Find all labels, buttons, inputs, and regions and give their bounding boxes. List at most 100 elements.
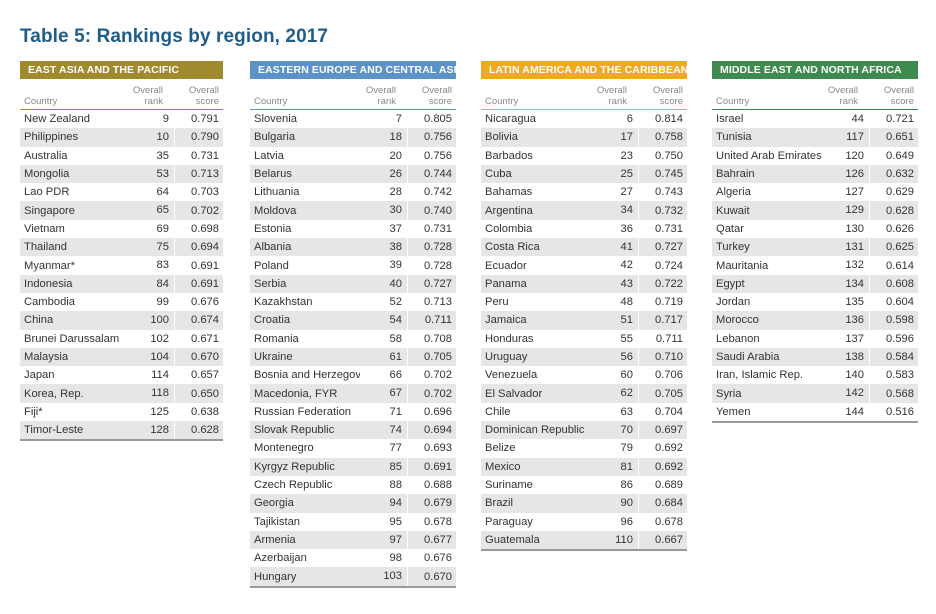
overall-score: 0.711 — [424, 314, 452, 327]
table-row: Lebanon 137 0.596 — [712, 329, 918, 348]
country-name: Mexico — [485, 460, 521, 473]
overall-rank: 131 — [822, 238, 870, 257]
country-name: Uruguay — [485, 351, 528, 363]
overall-score: 0.717 — [655, 314, 683, 327]
overall-rank: 130 — [822, 219, 870, 239]
country-name: Saudi Arabia — [716, 351, 780, 363]
country-name: Mauritania — [716, 259, 769, 272]
overall-rank: 18 — [360, 128, 408, 147]
table-row: Chile 63 0.704 — [481, 402, 687, 422]
overall-rank: 64 — [127, 183, 175, 202]
overall-rank: 144 — [822, 402, 870, 422]
overall-rank: 79 — [591, 439, 639, 458]
country-name: Georgia — [254, 497, 294, 510]
overall-rank: 74 — [360, 421, 408, 440]
overall-rank: 34 — [591, 201, 639, 220]
column-headers: Country Overall rank Overall score — [20, 79, 223, 110]
overall-score: 0.678 — [655, 515, 683, 528]
column-header-country: Country — [716, 96, 750, 107]
overall-score: 0.650 — [191, 387, 219, 400]
table-row: Peru 48 0.719 — [481, 292, 687, 312]
overall-rank: 94 — [360, 494, 408, 513]
table-row: Australia 35 0.731 — [20, 146, 223, 165]
overall-score: 0.694 — [191, 241, 219, 254]
overall-score: 0.626 — [886, 222, 914, 235]
overall-score: 0.705 — [424, 351, 452, 363]
overall-score: 0.649 — [886, 149, 914, 162]
country-name: Lao PDR — [24, 186, 70, 199]
overall-score: 0.632 — [886, 168, 914, 181]
table-row: Tunisia 117 0.651 — [712, 128, 918, 147]
overall-score: 0.584 — [886, 351, 914, 363]
overall-score: 0.604 — [886, 296, 914, 309]
overall-rank: 28 — [360, 183, 408, 202]
table-row: Fiji* 125 0.638 — [20, 402, 223, 422]
table-row: Brunei Darussalam 102 0.671 — [20, 329, 223, 348]
table-row: Kyrgyz Republic 85 0.691 — [250, 457, 456, 476]
overall-rank: 54 — [360, 311, 408, 330]
overall-rank: 104 — [127, 347, 175, 367]
table-row: Egypt 134 0.608 — [712, 274, 918, 293]
region-header: EASTERN EUROPE AND CENTRAL ASIA — [250, 61, 464, 79]
overall-rank: 39 — [360, 256, 408, 275]
country-name: Bulgaria — [254, 131, 296, 144]
country-name: Bahrain — [716, 168, 755, 181]
column-header-score: Overall score — [421, 85, 452, 107]
country-name: Philippines — [24, 131, 79, 144]
column-header-score: Overall score — [188, 85, 219, 107]
table-row: Belize 79 0.692 — [481, 439, 687, 458]
overall-score: 0.705 — [655, 387, 683, 400]
country-name: Belize — [485, 442, 516, 455]
overall-score: 0.677 — [424, 533, 452, 546]
country-name: Lithuania — [254, 186, 300, 199]
overall-rank: 97 — [360, 530, 408, 550]
overall-score: 0.702 — [424, 387, 452, 400]
country-name: Slovenia — [254, 113, 297, 126]
table-row: Bahrain 126 0.632 — [712, 164, 918, 184]
overall-score: 0.696 — [424, 405, 452, 418]
overall-rank: 41 — [591, 238, 639, 257]
overall-score: 0.698 — [191, 222, 219, 235]
table-row: Saudi Arabia 138 0.584 — [712, 347, 918, 367]
overall-score: 0.568 — [886, 387, 914, 400]
table-row: Dominican Republic 70 0.697 — [481, 421, 687, 440]
overall-score: 0.671 — [191, 332, 219, 345]
overall-rank: 88 — [360, 475, 408, 495]
overall-score: 0.713 — [424, 296, 452, 309]
overall-rank: 66 — [360, 366, 408, 385]
overall-rank: 110 — [591, 530, 639, 550]
overall-score: 0.651 — [886, 131, 914, 144]
table-row: Thailand 75 0.694 — [20, 238, 223, 257]
overall-rank: 100 — [127, 311, 175, 330]
table-row: Malaysia 104 0.670 — [20, 347, 223, 367]
table-row: Lao PDR 64 0.703 — [20, 183, 223, 202]
table-bottom-rule — [250, 585, 456, 588]
overall-score: 0.756 — [424, 131, 452, 144]
table-row: Czech Republic 88 0.688 — [250, 475, 456, 495]
table-row: Armenia 97 0.677 — [250, 530, 456, 550]
overall-rank: 128 — [127, 421, 175, 440]
table-row: Vietnam 69 0.698 — [20, 219, 223, 239]
overall-rank: 137 — [822, 329, 870, 348]
overall-rank: 99 — [127, 292, 175, 312]
table-row: Suriname 86 0.689 — [481, 475, 687, 495]
overall-score: 0.791 — [191, 113, 219, 126]
overall-score: 0.516 — [886, 405, 914, 418]
overall-rank: 120 — [822, 146, 870, 165]
table-row: Timor-Leste 128 0.628 — [20, 421, 223, 440]
table-row: Myanmar* 83 0.691 — [20, 256, 223, 275]
country-name: Kazakhstan — [254, 296, 313, 309]
overall-score: 0.724 — [655, 259, 683, 272]
country-name: Armenia — [254, 533, 296, 546]
overall-score: 0.731 — [655, 222, 683, 235]
overall-rank: 70 — [591, 421, 639, 440]
table-row: Jordan 135 0.604 — [712, 292, 918, 312]
table-row: Albania 38 0.728 — [250, 238, 456, 257]
country-name: Brunei Darussalam — [24, 332, 120, 345]
overall-score: 0.678 — [424, 515, 452, 528]
country-name: Cuba — [485, 168, 512, 181]
table-row: Romania 58 0.708 — [250, 329, 456, 348]
overall-score: 0.814 — [655, 113, 683, 126]
overall-rank: 118 — [127, 384, 175, 403]
overall-score: 0.702 — [424, 369, 452, 382]
